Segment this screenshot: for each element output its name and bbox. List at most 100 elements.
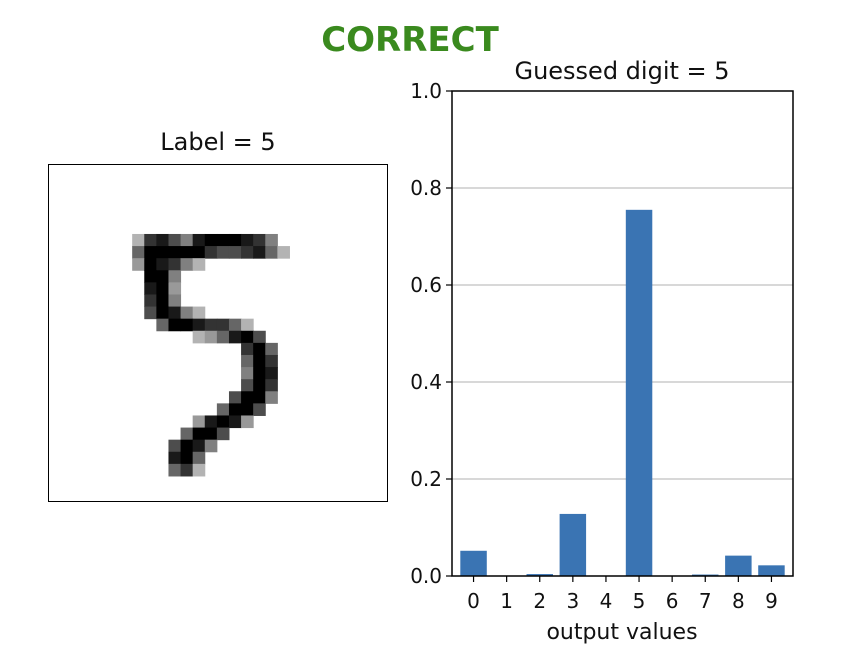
digit-pixel bbox=[144, 282, 157, 295]
x-tick-label: 7 bbox=[699, 589, 712, 613]
digit-pixel bbox=[168, 270, 182, 283]
x-tick-label: 6 bbox=[666, 589, 679, 613]
x-tick-label: 8 bbox=[732, 589, 745, 613]
digit-pixel bbox=[204, 246, 218, 259]
digit-pixel bbox=[192, 233, 206, 247]
digit-pixel bbox=[228, 403, 242, 416]
digit-pixel bbox=[253, 354, 266, 368]
digit-pixel bbox=[156, 270, 169, 283]
digit-pixel bbox=[156, 282, 169, 295]
digit-pixel bbox=[192, 415, 206, 429]
x-tick-label: 5 bbox=[633, 589, 646, 613]
digit-pixel bbox=[241, 246, 254, 259]
digit-pixel bbox=[228, 391, 242, 404]
x-tick-label: 0 bbox=[467, 589, 480, 613]
y-tick-label: 0.8 bbox=[410, 176, 442, 200]
digit-pixel bbox=[180, 427, 194, 441]
digit-pixel bbox=[180, 439, 194, 453]
digit-pixel bbox=[132, 246, 145, 259]
x-tick-label: 3 bbox=[566, 589, 579, 613]
digit-pixel bbox=[192, 258, 206, 271]
digit-pixel bbox=[192, 427, 206, 441]
x-tick-label: 2 bbox=[533, 589, 546, 613]
y-tick-label: 0.4 bbox=[410, 370, 442, 394]
digit-pixel bbox=[253, 379, 266, 392]
chart-gridlines bbox=[452, 187, 793, 480]
digit-pixel bbox=[216, 427, 230, 441]
chart-title: Guessed digit = 5 bbox=[514, 57, 729, 85]
digit-pixel bbox=[216, 233, 230, 247]
digit-pixel bbox=[253, 233, 266, 247]
digit-pixel bbox=[168, 306, 182, 320]
digit-pixel bbox=[241, 403, 254, 416]
digit-pixel bbox=[216, 415, 230, 429]
digit-pixel bbox=[216, 330, 230, 344]
digit-pixel bbox=[168, 318, 182, 332]
digit-pixel bbox=[192, 306, 206, 320]
x-tick-label: 1 bbox=[500, 589, 513, 613]
digit-pixel bbox=[168, 282, 182, 295]
digit-pixel bbox=[156, 306, 169, 320]
x-tick-label: 9 bbox=[765, 589, 778, 613]
digit-pixel bbox=[192, 318, 206, 332]
digit-image-title: Label = 5 bbox=[160, 128, 276, 156]
digit-pixel bbox=[204, 330, 218, 344]
digit-pixel bbox=[216, 246, 230, 259]
digit-pixel bbox=[253, 403, 266, 416]
digit-pixel bbox=[204, 439, 218, 453]
bar-digit-2 bbox=[526, 574, 553, 576]
y-axis-ticks: 0.0 0.2 0.4 0.6 0.8 1.0 bbox=[410, 79, 452, 588]
y-tick-label: 0.6 bbox=[410, 273, 442, 297]
digit-pixel bbox=[228, 233, 242, 247]
digit-pixel bbox=[156, 233, 169, 247]
bar-digit-9 bbox=[758, 565, 785, 576]
digit-pixel bbox=[192, 330, 206, 344]
digit-pixel bbox=[168, 439, 182, 453]
digit-pixel bbox=[156, 246, 169, 259]
digit-pixel bbox=[265, 246, 278, 259]
digit-pixel bbox=[265, 391, 278, 404]
digit-pixel bbox=[228, 330, 242, 344]
digit-pixel bbox=[180, 451, 194, 465]
digit-image bbox=[48, 164, 388, 502]
plot-frame bbox=[451, 90, 794, 577]
digit-pixel bbox=[144, 306, 157, 320]
digit-pixel bbox=[253, 367, 266, 380]
digit-pixel bbox=[204, 233, 218, 247]
digit-pixel bbox=[168, 294, 182, 308]
digit-pixel bbox=[132, 258, 145, 271]
digit-pixel bbox=[156, 294, 169, 308]
digit-pixel bbox=[132, 233, 145, 247]
digit-pixel bbox=[216, 318, 230, 332]
digit-pixel bbox=[144, 233, 157, 247]
bar-digit-8 bbox=[725, 555, 752, 576]
digit-pixel bbox=[168, 258, 182, 271]
y-tick-label: 1.0 bbox=[410, 79, 442, 103]
digit-pixel bbox=[168, 246, 182, 259]
digit-pixel bbox=[204, 318, 218, 332]
digit-pixel bbox=[192, 439, 206, 453]
digit-pixel bbox=[228, 246, 242, 259]
y-tick-label: 0.0 bbox=[410, 564, 442, 588]
digit-pixel bbox=[156, 258, 169, 271]
digit-pixel bbox=[241, 233, 254, 247]
digit-pixel bbox=[241, 379, 254, 392]
digit-pixel bbox=[241, 318, 254, 332]
digit-pixel bbox=[168, 233, 182, 247]
digit-pixel bbox=[265, 233, 278, 247]
bar-digit-5 bbox=[625, 209, 653, 576]
digit-pixel bbox=[253, 342, 266, 356]
digit-pixel bbox=[144, 270, 157, 283]
digit-pixel bbox=[204, 415, 218, 429]
digit-pixel bbox=[253, 391, 266, 404]
digit-pixel bbox=[180, 318, 194, 332]
digit-pixel bbox=[168, 451, 182, 465]
digit-pixel bbox=[241, 391, 254, 404]
digit-pixel bbox=[228, 415, 242, 429]
digit-pixel bbox=[180, 463, 194, 477]
chart-bars bbox=[460, 209, 785, 576]
digit-pixel bbox=[168, 463, 182, 477]
digit-pixel bbox=[253, 246, 266, 259]
digit-pixel bbox=[192, 246, 206, 259]
